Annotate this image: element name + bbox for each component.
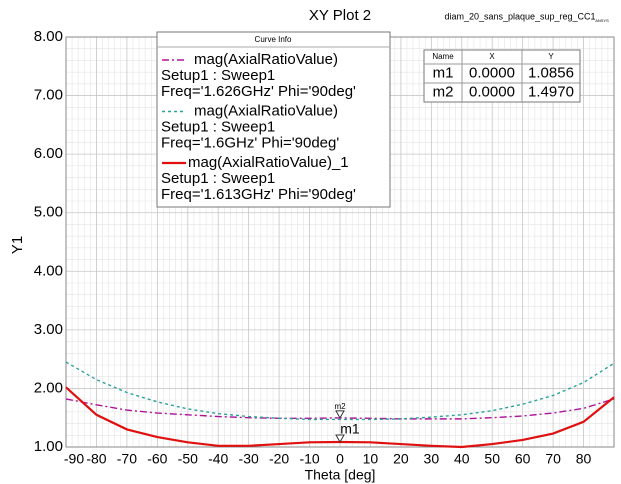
table-cell: 0.0000	[469, 64, 515, 81]
y-tick-label: 7.00	[34, 87, 63, 104]
x-tick-label: 70	[545, 451, 561, 467]
x-tick-label: 80	[576, 451, 592, 467]
marker-triangle	[335, 434, 345, 443]
table-cell: 0.0000	[469, 83, 515, 100]
marker-table: Name X Ym1 0.0000 1.0856 m2 0.0000 1.4970	[423, 49, 581, 103]
legend-setup: Setup1 : Sweep1	[161, 67, 275, 84]
x-tick-label: -20	[269, 451, 289, 467]
table-box	[423, 49, 581, 103]
y-tick-label: 2.00	[34, 379, 63, 396]
x-tick-label: -80	[86, 451, 106, 467]
y-tick-label: 4.00	[34, 262, 63, 279]
x-tick-label: 60	[515, 451, 531, 467]
x-tick-label: 0	[336, 451, 344, 467]
legend-setup: Setup1 : Sweep1	[161, 170, 275, 187]
chart-title: XY Plot 2	[309, 7, 371, 24]
legend-setup: Setup1 : Sweep1	[161, 118, 275, 135]
x-tick-label: -30	[239, 451, 259, 467]
legend-entry: mag(AxialRatioValue)_1	[188, 154, 349, 171]
x-tick-label: -60	[147, 451, 167, 467]
legend-entry: mag(AxialRatioValue)	[194, 102, 338, 119]
x-tick-label: -70	[117, 451, 137, 467]
y-axis-label: Y1	[9, 236, 26, 254]
table-header: Name	[432, 52, 454, 61]
x-tick-label: -10	[299, 451, 319, 467]
marker-label: m1	[340, 421, 360, 437]
marker-label: m2	[334, 402, 346, 411]
x-tick-label: 40	[454, 451, 470, 467]
table-cell: m2	[433, 83, 454, 100]
x-axis-label: Theta [deg]	[305, 467, 376, 483]
legend-params: Freq='1.6GHz' Phi='90deg'	[161, 134, 339, 151]
x-tick-label: 20	[393, 451, 409, 467]
table-cell: 1.4970	[528, 83, 574, 100]
series-line	[65, 361, 615, 421]
y-tick-label: 5.00	[34, 204, 63, 221]
legend-box	[156, 31, 391, 208]
marker-triangle	[335, 410, 345, 419]
x-tick-label: 10	[363, 451, 379, 467]
y-tick-label: 1.00	[34, 438, 63, 455]
table-cell: 1.0856	[528, 64, 574, 81]
project-name: diam_20_sans_plaque_sup_reg_CC1	[444, 11, 595, 21]
table-header: X	[489, 52, 495, 61]
x-tick-label: -40	[208, 451, 228, 467]
legend-params: Freq='1.626GHz' Phi='90deg'	[161, 83, 356, 100]
x-tick-label: 50	[484, 451, 500, 467]
x-tick-label: -50	[178, 451, 198, 467]
table-header: Y	[548, 52, 554, 61]
legend-title: Curve Info	[255, 35, 292, 44]
legend-entry: mag(AxialRatioValue)	[194, 51, 338, 68]
x-tick-label: -90	[64, 451, 84, 467]
logo: ANSYS	[595, 18, 609, 23]
legend-params: Freq='1.613GHz' Phi='90deg'	[161, 186, 356, 203]
y-tick-label: 6.00	[34, 145, 63, 162]
y-tick-label: 8.00	[34, 28, 63, 45]
y-tick-label: 3.00	[34, 321, 63, 338]
x-tick-label: 30	[424, 451, 440, 467]
table-cell: m1	[433, 64, 454, 81]
